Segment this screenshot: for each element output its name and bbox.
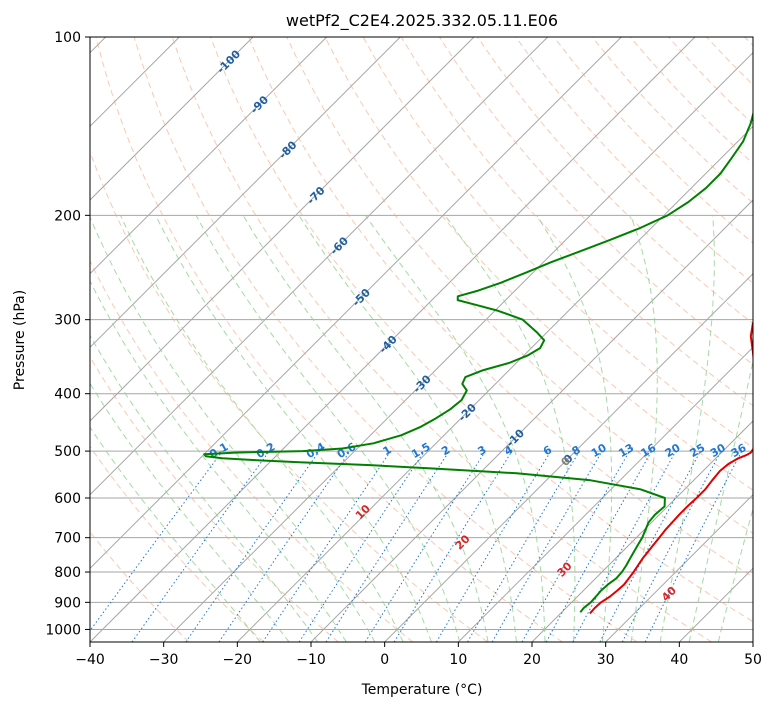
mixing-ratio-line (572, 450, 677, 642)
moist-adiabat-line (195, 215, 461, 642)
mixing-ratio-line (521, 450, 630, 642)
x-tick-label: 10 (449, 652, 467, 668)
dry-adiabat-line (324, 37, 753, 491)
mixing-ratio-line (262, 450, 392, 642)
isotherm-line (90, 37, 254, 201)
y-axis-label: Pressure (hPa) (12, 290, 28, 390)
y-tick-label: 200 (54, 208, 81, 224)
x-tick-label: −40 (75, 652, 105, 668)
y-tick-label: 300 (54, 313, 81, 329)
y-tick-label: 400 (54, 387, 81, 403)
y-tick-label: 100 (54, 30, 81, 46)
mixing-ratio-line (185, 450, 320, 642)
mixing-ratio-line (298, 450, 425, 642)
mixing-ratio-line (393, 450, 513, 642)
x-tick-label: 30 (597, 652, 615, 668)
dry-adiabat-line (210, 37, 753, 623)
moist-adiabat-line (90, 426, 261, 642)
isotherm-line (90, 37, 475, 422)
mixing-ratio-line (545, 450, 653, 642)
dry-adiabat-line (90, 445, 264, 642)
isotherm-line (90, 37, 622, 570)
dry-adiabat-line (90, 259, 414, 642)
dry-adiabat-line (90, 356, 339, 642)
profiles (203, 110, 753, 615)
dry-adiabat-line (515, 37, 753, 284)
mixing-ratio-line (131, 450, 270, 642)
y-tick-label: 700 (54, 531, 81, 547)
dry-adiabat-line (95, 37, 563, 642)
x-axis-label: Temperature (°C) (361, 682, 483, 698)
y-tick-label: 600 (54, 491, 81, 507)
mixing-ratio-line (90, 450, 223, 632)
x-tick-label: 0 (380, 652, 389, 668)
isotherm-line (384, 272, 753, 642)
dewpoint-profile-line (203, 110, 753, 613)
isotherm-line (236, 125, 753, 642)
chart-title: wetPf2_C2E4.2025.332.05.11.E06 (286, 11, 558, 31)
moist-adiabat-line (242, 215, 489, 642)
x-tick-label: 20 (523, 652, 541, 668)
plot-frame (89, 36, 754, 643)
moist-adiabat-line (90, 279, 347, 642)
isotherm-line (605, 493, 753, 642)
axes: −40 −30 −20 −10 0 10 20 30 40 50 100 200 300 400 500 60… (45, 30, 762, 668)
x-tick-label: 40 (670, 652, 688, 668)
x-tick-label: −10 (296, 652, 326, 668)
moist-adiabat-line (120, 215, 404, 642)
background-lines (90, 37, 753, 642)
moist-adiabat-line (536, 215, 613, 642)
moist-adiabat-line (364, 215, 546, 642)
x-tick-label: −30 (149, 652, 179, 668)
isotherm-line (531, 420, 753, 642)
isotherm-line (90, 37, 549, 496)
mixing-ratio-line (644, 450, 743, 642)
temperature-profile-line (589, 319, 753, 615)
mixing-ratio-line (325, 450, 450, 642)
mixing-ratio-line (218, 450, 351, 642)
isotherm-line (90, 37, 401, 349)
isotherm-line (90, 37, 328, 275)
isotherm-line (90, 37, 696, 642)
x-tick-label: 50 (744, 652, 762, 668)
moist-adiabat-line (155, 215, 432, 642)
moist-adiabat-line (90, 215, 376, 642)
isotherm-line (457, 346, 753, 642)
y-tick-label: 900 (54, 595, 81, 611)
moist-adiabat-line (630, 215, 658, 642)
isotherm-line (163, 51, 753, 642)
dry-adiabat-line (171, 37, 712, 642)
moist-adiabat-line (90, 334, 319, 642)
y-tick-label: 800 (54, 565, 81, 581)
dry-adiabat-line (286, 37, 753, 534)
x-tick-label: −20 (223, 652, 253, 668)
y-tick-label: 1000 (45, 622, 81, 638)
y-tick-label: 500 (54, 444, 81, 460)
